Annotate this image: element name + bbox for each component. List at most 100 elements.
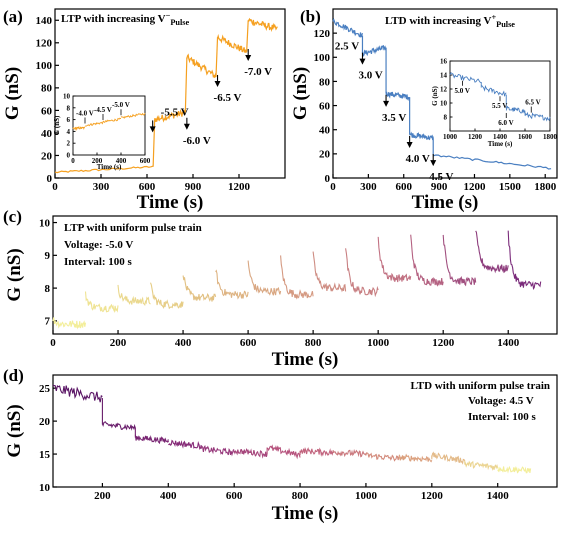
panel-c-ytick-label: 8 [45,283,51,295]
panel-a-series-jump [215,37,219,77]
panel-a-inset-series-segment [102,117,121,123]
panel-a-ytick-label: 40 [41,128,53,140]
panel-b-inset-ytick-label: 12 [440,85,448,93]
panel-d-pulse-segment [233,448,268,459]
panel-b-annotation: 3.0 V [358,70,382,82]
panel-c-pulse-segment [442,234,477,287]
panel-b-series-segment [385,91,411,101]
panel-a-inset-xtick-label: 200 [92,157,103,165]
panel-b-inset-ytick-label: 14 [440,71,448,79]
panel-d-pulse-segment [497,465,532,474]
panel-b-series-segment [409,131,434,141]
panel-d-pulse-segment [332,448,367,458]
panel-a-inset-ytick-label: 8 [67,104,71,112]
panel-c-xtick-label: 800 [305,337,322,349]
panel-b-annotation: 2.5 V [335,40,359,52]
panel-b-ytick-label: 60 [319,100,331,112]
panel-d-ytick-label: 25 [39,383,51,395]
panel-a-xtick-label: 600 [139,181,156,193]
panel-a-ytick-label: 120 [36,38,53,50]
panel-b-title: LTD with increasing V+Pulse [385,13,515,29]
panel-c-xtick-label: 1200 [432,337,455,349]
panel-b-inset-annotation: 5.5 V [492,102,507,110]
panel-d-xtick-label: 600 [226,490,243,502]
panel-d-ytick-label: 10 [39,482,51,494]
panel-b-ytick-label: 120 [314,28,331,40]
panel-b-ytick-label: 0 [325,173,331,185]
panel-c-pulse-segment [312,251,347,293]
panel-c-title: LTP with uniform pulse train [64,222,202,234]
panel-a-inset-xtick-label: 400 [116,157,127,165]
panel-d-pulse-segment [431,451,466,465]
panel-d-x-axis-label: Time (s) [272,503,339,524]
panel-d-ytick-label: 20 [39,416,51,428]
panel-a-inset-ytick-label: 4 [67,128,71,136]
panel-a-inset-x-axis-label: Time (s) [97,163,122,171]
panel-b-inset-bg [450,61,550,131]
panel-d-pulse-segment [464,460,499,472]
panel-b-inset-ytick-label: 10 [440,99,448,107]
panel-b-annotation: 4.0 V [406,153,430,165]
panel-a-inset-ytick-label: 0 [67,151,71,159]
panel-b-arrow-head [430,160,437,167]
panel-b-xtick-label: 900 [431,181,448,193]
panel-a-annotation: -7.0 V [244,66,272,78]
panel-a-series-segment [154,108,186,123]
panel-a-x-axis-label: Time (s) [137,192,204,213]
panel-b-inset-xtick-label: 1200 [468,133,483,141]
panel-d-frame [52,374,558,488]
panel-a-frame [54,8,286,179]
panel-b-series-segment [332,17,364,38]
panel-b-ytick-label: 100 [314,52,331,64]
panel-a-series-segment [54,165,154,174]
panel-c-pulse-segment [182,275,217,302]
panel-b-frame [332,8,558,179]
panel-a-arrow-head [183,123,190,130]
panel-b-annotation: 3.5 V [382,112,406,124]
panel-d-pulse-segment [200,445,235,457]
panel-b-ytick-label: 40 [319,125,331,137]
panel-b-inset-series-segment [524,111,551,122]
panel-c-pulse-segment [507,230,542,290]
panel-b-xtick-label: 1800 [534,181,557,193]
panel-b-inset-series-segment [505,105,526,114]
panel-d-pulse-segment [398,453,433,463]
panel-c-xtick-label: 200 [110,337,127,349]
panel-d-xtick-label: 800 [292,490,309,502]
panel-c-xtick-label: 1400 [497,337,520,349]
panel-b-inset-x-axis-label: Time (s) [488,140,513,148]
panel-a-inset-ytick-label: 10 [63,92,71,100]
panel-a-inset-bg [73,96,145,155]
panel-a-ytick-label: 140 [36,15,53,27]
panel-c-pulse-segment [247,260,282,296]
panel-c-ytick-label: 10 [39,217,51,229]
panel-d-pulse-segment [52,384,103,403]
panel-a-xtick-label: 0 [52,181,58,193]
panel-b-inset-xtick-label: 1000 [443,133,458,141]
panel-a-arrow-head [149,126,156,133]
panel-a-inset-series-segment [120,112,146,119]
panel-c-letter: (c) [3,207,22,226]
panel-c-pulse-segment [52,317,87,330]
panel-b-inset-series-segment [481,85,507,97]
panel-a-annotation: -5.5 V [161,106,189,118]
panel-b-inset-series-segment [449,72,482,83]
panel-b-inset-y-axis-label: G (nS) [431,86,439,106]
panel-b-letter: (b) [300,7,321,26]
panel-a-inset-series-segment [85,121,104,127]
panel-b-xtick-label: 1500 [499,181,522,193]
panel-b-inset-xtick-label: 1600 [518,133,533,141]
panel-d-y-axis-label: G (nS) [4,404,25,457]
panel-a-inset-xtick-label: 600 [140,157,151,165]
panel-b-inset-xtick-label: 1400 [493,133,508,141]
panel-c-pulse-segment [280,255,314,300]
panel-a-letter: (a) [3,7,23,26]
panel-c-ytick-label: 9 [45,250,51,262]
panel-d-xtick-label: 1200 [421,490,444,502]
panel-b-inset-annotation: 6.0 V [498,119,513,127]
panel-a-xtick-label: 300 [93,181,110,193]
panel-a-annotation: -6.5 V [214,92,242,104]
panel-d-xtick-label: 1400 [487,490,510,502]
panel-a-series-segment [216,33,248,53]
